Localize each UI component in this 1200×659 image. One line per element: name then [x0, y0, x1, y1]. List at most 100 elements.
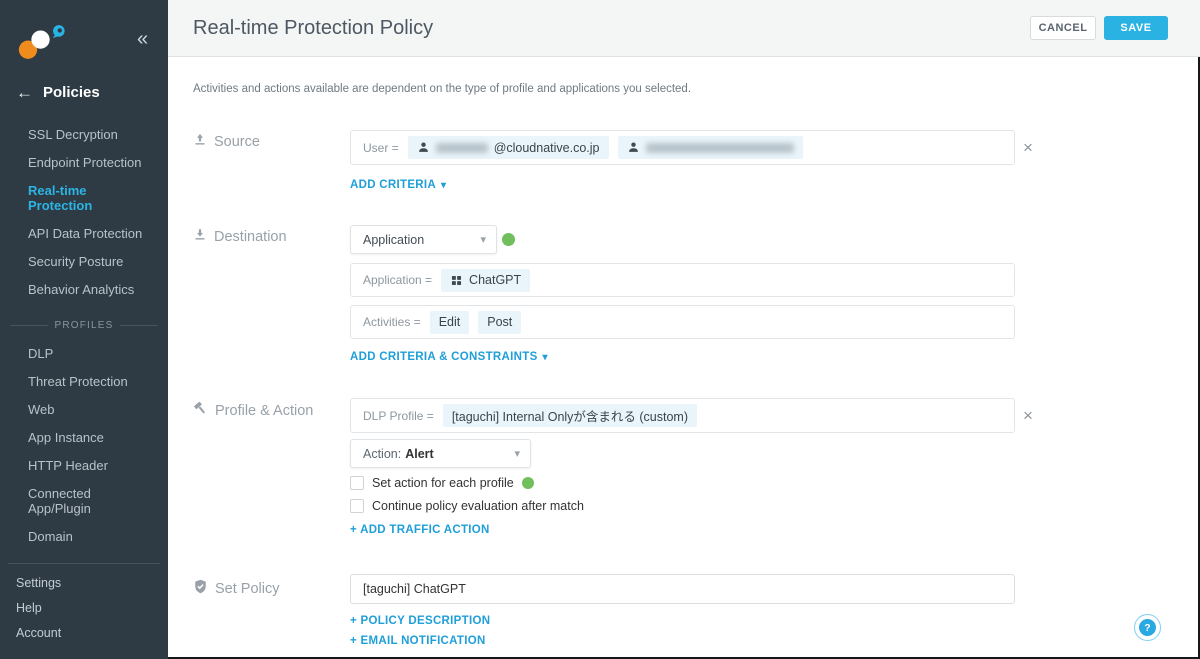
sidebar-item-api-data-protection[interactable]: API Data Protection: [28, 226, 143, 241]
application-equals-label: Application =: [363, 273, 433, 287]
profiles-section-divider: PROFILES: [10, 320, 158, 331]
destination-type-select[interactable]: Application ▾: [350, 225, 497, 254]
set-action-each-profile-label: Set action for each profile: [372, 476, 514, 490]
back-arrow-icon: ←: [16, 83, 33, 102]
sidebar-profiles-nav: DLP Threat Protection Web App Instance H…: [28, 346, 152, 557]
status-dot-green: [521, 477, 534, 489]
add-criteria-constraints-label: ADD CRITERIA & CONSTRAINTS: [350, 351, 538, 363]
sidebar-item-web[interactable]: Web: [28, 402, 55, 417]
sidebar-item-threat-protection[interactable]: Threat Protection: [28, 374, 128, 389]
application-chip-label: ChatGPT: [469, 273, 522, 287]
sidebar-item-connected-app-plugin[interactable]: Connected App/Plugin: [28, 486, 91, 516]
question-mark-icon: ?: [1139, 619, 1156, 636]
upload-icon: [193, 133, 207, 151]
add-criteria-link[interactable]: ADD CRITERIA ▾: [350, 179, 446, 191]
profile-action-section-title: Profile & Action: [215, 402, 314, 419]
action-value: Alert: [405, 446, 434, 461]
set-action-each-profile-row: Set action for each profile: [350, 476, 534, 490]
set-action-each-profile-checkbox[interactable]: [350, 476, 364, 490]
app-grid-icon: [451, 275, 462, 285]
cancel-button[interactable]: CANCEL: [1030, 16, 1096, 40]
sidebar-collapse-icon[interactable]: «: [137, 28, 149, 50]
action-select[interactable]: Action: Alert ▾: [350, 439, 531, 468]
divider-line: [119, 325, 158, 326]
remove-source-icon[interactable]: ×: [1023, 138, 1033, 157]
sidebar-item-endpoint-protection[interactable]: Endpoint Protection: [28, 155, 142, 170]
netskope-logo-icon: [15, 22, 67, 67]
sidebar-back-label: Policies: [43, 84, 100, 101]
application-field[interactable]: Application = ChatGPT: [350, 263, 1015, 297]
gavel-icon: [193, 401, 208, 420]
sidebar-back-policies[interactable]: ← Policies: [16, 84, 100, 101]
divider-line: [10, 325, 49, 326]
redacted-user-email: [645, 142, 794, 153]
activity-chip-edit[interactable]: Edit: [429, 310, 470, 334]
sidebar-item-domain[interactable]: Domain: [28, 529, 73, 544]
dlp-profile-field[interactable]: DLP Profile = [taguchi] Internal Onlyが含ま…: [350, 398, 1015, 433]
chevron-down-icon: ▾: [542, 351, 548, 363]
policy-name-input[interactable]: [350, 574, 1015, 604]
sidebar-item-ssl-decryption[interactable]: SSL Decryption: [28, 127, 118, 142]
sidebar-item-dlp[interactable]: DLP: [28, 346, 54, 361]
continue-policy-eval-checkbox[interactable]: [350, 499, 364, 513]
intro-text: Activities and actions available are dep…: [193, 83, 692, 95]
user-icon: [628, 142, 638, 152]
download-icon: [193, 228, 207, 246]
chevron-down-icon: ▾: [480, 234, 486, 246]
add-criteria-constraints-link[interactable]: ADD CRITERIA & CONSTRAINTS ▾: [350, 351, 548, 363]
page-header: [168, 0, 1200, 57]
destination-section-label: Destination: [193, 228, 287, 246]
user-chip-1[interactable]: @cloudnative.co.jp: [407, 136, 609, 159]
source-section-label: Source: [193, 133, 260, 151]
activities-field[interactable]: Activities = Edit Post: [350, 305, 1015, 339]
chevron-down-icon: ▾: [441, 179, 447, 191]
save-button[interactable]: SAVE: [1104, 16, 1168, 40]
sidebar-footer-divider: [8, 563, 160, 564]
sidebar-item-behavior-analytics[interactable]: Behavior Analytics: [28, 282, 135, 297]
destination-type-value: Application: [363, 232, 425, 247]
sidebar: « ← Policies SSL Decryption Endpoint Pro…: [0, 0, 168, 659]
profiles-section-label: PROFILES: [54, 320, 114, 331]
set-policy-section-label: Set Policy: [193, 579, 279, 598]
dlp-profile-equals-label: DLP Profile =: [363, 408, 434, 423]
action-label: Action:: [363, 446, 402, 461]
activity-chip-post-label: Post: [487, 315, 513, 329]
redacted-username: [435, 142, 488, 153]
sidebar-item-real-time-protection[interactable]: Real-time Protection: [28, 183, 93, 213]
application-chip-chatgpt[interactable]: ChatGPT: [441, 268, 531, 292]
add-traffic-action-link[interactable]: + ADD TRAFFIC ACTION: [350, 524, 490, 536]
dlp-profile-chip[interactable]: [taguchi] Internal Onlyが含まれる (custom): [442, 404, 698, 427]
profile-action-section-label: Profile & Action: [193, 401, 313, 420]
sidebar-item-settings[interactable]: Settings: [16, 576, 62, 590]
dlp-profile-chip-label: [taguchi] Internal Onlyが含まれる (custom): [451, 410, 689, 424]
add-criteria-label: ADD CRITERIA: [350, 179, 437, 191]
user-chip-1-domain: @cloudnative.co.jp: [493, 140, 600, 155]
sidebar-item-http-header[interactable]: HTTP Header: [28, 458, 108, 473]
continue-policy-eval-label: Continue policy evaluation after match: [372, 499, 584, 513]
user-icon: [418, 142, 428, 152]
email-notification-label: + EMAIL NOTIFICATION: [350, 635, 486, 647]
activity-chip-edit-label: Edit: [438, 315, 461, 329]
activities-equals-label: Activities =: [363, 315, 421, 329]
user-chip-2[interactable]: [617, 136, 803, 159]
sidebar-nav: SSL Decryption Endpoint Protection Real-…: [28, 127, 152, 310]
source-section-title: Source: [214, 134, 260, 150]
sidebar-item-app-instance[interactable]: App Instance: [28, 430, 104, 445]
remove-profile-icon[interactable]: ×: [1023, 406, 1033, 425]
sidebar-item-account[interactable]: Account: [16, 626, 62, 640]
destination-section-title: Destination: [214, 229, 287, 245]
activity-chip-post[interactable]: Post: [478, 310, 522, 334]
set-policy-section-title: Set Policy: [215, 580, 280, 597]
page-title: Real-time Protection Policy: [193, 17, 434, 39]
status-dot-green: [502, 233, 515, 246]
sidebar-item-help[interactable]: Help: [16, 601, 42, 615]
email-notification-link[interactable]: + EMAIL NOTIFICATION: [350, 635, 486, 647]
help-button[interactable]: ?: [1134, 614, 1161, 641]
continue-policy-eval-row: Continue policy evaluation after match: [350, 499, 584, 513]
policy-description-link[interactable]: + POLICY DESCRIPTION: [350, 615, 490, 627]
source-user-field[interactable]: User = @cloudnative.co.jp: [350, 130, 1015, 165]
shield-check-icon: [193, 579, 208, 598]
chevron-down-icon: ▾: [514, 448, 520, 460]
sidebar-item-security-posture[interactable]: Security Posture: [28, 254, 124, 269]
